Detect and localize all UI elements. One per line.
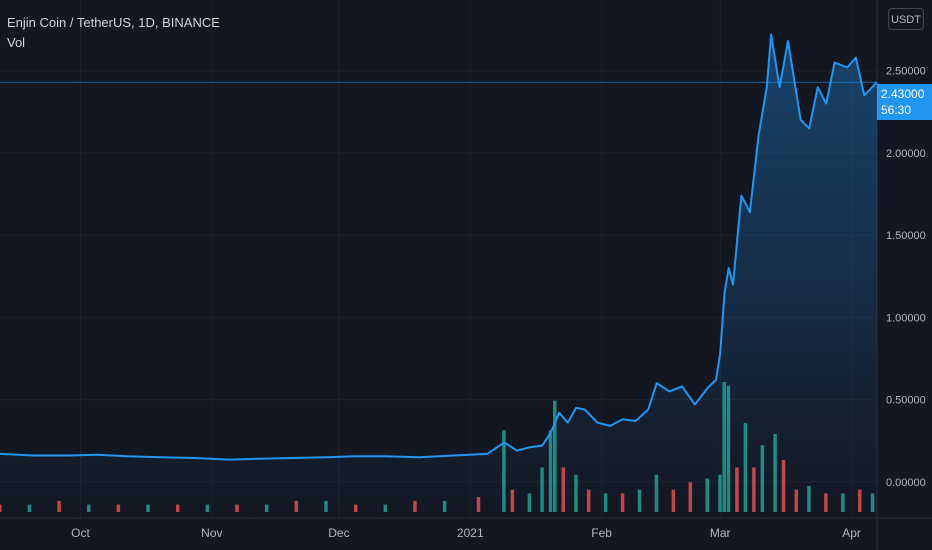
volume-label[interactable]: Vol [7,35,26,50]
y-tick-label: 1.50000 [886,230,926,242]
y-tick-label: 1.00000 [886,312,926,324]
x-tick-label: Dec [328,526,349,540]
y-axis[interactable]: 0.00000 0.50000 1.00000 1.50000 2.00000 2.500… [886,66,926,489]
price-area-fill [0,34,877,518]
y-tick-label: 2.50000 [886,66,926,78]
price-line [0,33,878,461]
y-tick-label: 0.50000 [886,395,926,407]
bar-countdown: 56:30 [881,103,912,117]
x-tick-label: Nov [201,526,222,540]
currency-button[interactable]: USDT [888,8,924,30]
x-tick-label: Feb [591,526,612,540]
x-tick-label: Apr [842,526,861,540]
chart-legend: Enjin Coin / TetherUS, 1D, BINANCE Vol [7,13,220,53]
last-price-value: 2.43000 [881,87,925,101]
x-axis[interactable]: Oct Nov Dec 2021 Feb Mar Apr [71,526,861,540]
y-tick-label: 2.00000 [886,148,926,160]
x-tick-label: Oct [71,526,90,540]
last-price-tag: 2.43000 56:30 [877,84,932,120]
symbol-title[interactable]: Enjin Coin / TetherUS, 1D, BINANCE [7,15,220,30]
x-tick-label: Mar [710,526,731,540]
y-tick-label: 0.00000 [886,477,926,489]
x-tick-label: 2021 [457,526,484,540]
